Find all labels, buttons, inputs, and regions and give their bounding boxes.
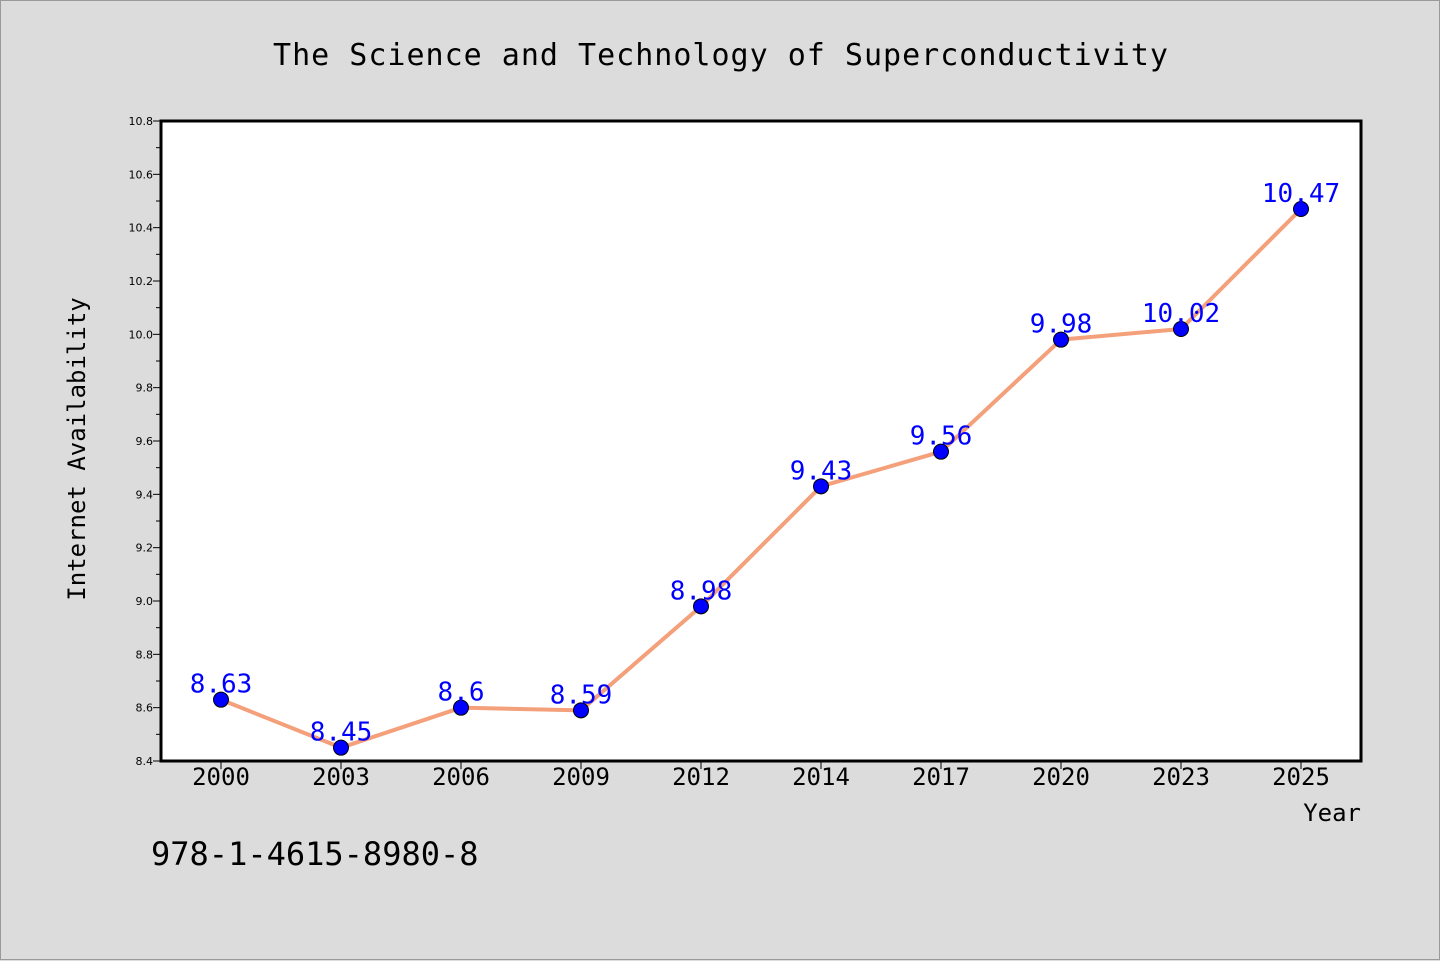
plot-border [159,119,1363,763]
data-point-marker [933,443,949,460]
data-point-label: 10.02 [1142,299,1220,329]
data-point-label: 8.45 [310,718,373,748]
data-point-label: 8.98 [670,576,733,606]
data-label-layer: 8.63 8.45 8.6 8.59 8.98 9.43 9.56 9.98 10.02 10.4… [190,179,1340,748]
data-point-label: 9.43 [790,456,853,486]
y-tick-label: 10.6 [129,168,154,181]
data-point-label: 8.6 [438,678,485,708]
x-tick-label: 2025 [1272,763,1330,791]
x-tick-label: 2009 [552,763,610,791]
data-point-label: 9.98 [1030,310,1093,340]
data-point-marker [573,702,589,719]
x-tick-label: 2000 [192,763,250,791]
plot-area [161,121,1361,761]
y-tick-label: 8.4 [136,755,154,768]
x-tick-label: 2023 [1152,763,1210,791]
data-point-marker [213,691,229,708]
y-tick-label: 9.4 [136,488,154,501]
y-tick-label: 9.2 [136,542,154,555]
y-tick-label: 8.8 [136,648,154,661]
y-tick-label: 9.0 [136,595,154,608]
x-axis: 2000 2003 2006 2009 2012 2014 2017 2020 2023 2025 [192,761,1330,791]
chart-title: The Science and Technology of Supercondu… [273,38,1169,73]
data-point-label: 9.56 [910,422,973,452]
y-tick-label: 10.2 [129,275,154,288]
data-point-marker [693,598,709,615]
data-point-marker [453,699,469,716]
data-point-marker [1053,331,1069,348]
data-point-label: 8.59 [550,680,613,710]
y-tick-label: 9.6 [136,435,154,448]
y-tick-label: 10.0 [129,328,154,341]
y-tick-label: 8.6 [136,702,154,715]
y-tick-label: 9.8 [136,382,154,395]
y-tick-label: 10.8 [129,115,154,128]
x-tick-label: 2020 [1032,763,1090,791]
x-axis-label: Year [1303,799,1361,827]
series-line-layer [213,201,1309,756]
data-point-marker [813,478,829,495]
x-tick-label: 2003 [312,763,370,791]
data-point-label: 8.63 [190,670,253,700]
data-point-marker [1173,321,1189,337]
y-axis-label: Internet Availability [63,297,91,600]
isbn-footer: 978-1-4615-8980-8 [151,835,479,873]
data-point-marker [333,739,349,756]
x-tick-label: 2006 [432,763,490,791]
series-line [219,207,1303,750]
data-point-label: 10.47 [1262,179,1340,209]
x-tick-label: 2014 [792,763,850,791]
x-tick-label: 2012 [672,763,730,791]
y-tick-label: 10.4 [129,222,154,235]
y-axis: 8.4 8.6 8.8 9.0 9.2 9.4 9.6 9.8 10.0 10.2 10.4 10.6… [129,115,161,768]
x-tick-label: 2017 [912,763,970,791]
data-point-marker [1293,201,1309,217]
